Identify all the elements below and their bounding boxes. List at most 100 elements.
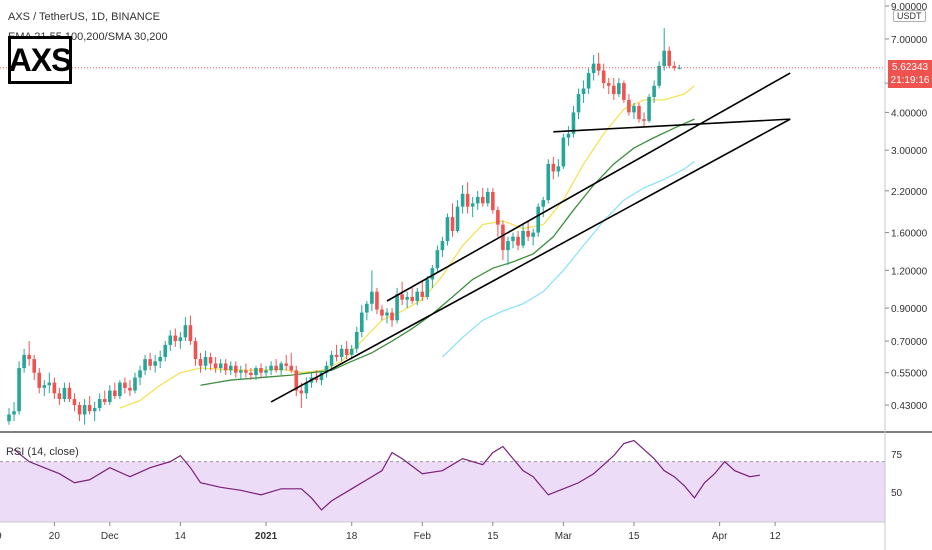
price-tick-label: 7.00000	[891, 35, 928, 46]
candle-body	[576, 94, 581, 113]
candle-body	[163, 344, 168, 357]
candle-body	[450, 217, 455, 231]
candle-body	[354, 332, 359, 349]
candle-body	[269, 365, 273, 371]
candle-body	[677, 67, 682, 69]
candle-body	[521, 230, 525, 246]
price-tick-label: 4.00000	[891, 108, 928, 119]
candle-body	[561, 137, 566, 167]
trendlines	[270, 72, 791, 403]
candle-body	[77, 404, 82, 415]
candle-body	[370, 291, 374, 304]
candle-body	[491, 192, 495, 211]
candle-body	[62, 387, 67, 400]
candle-body	[415, 291, 420, 301]
trendline-channel-lower	[270, 118, 791, 403]
candle-body	[475, 196, 480, 204]
candle-body	[627, 99, 631, 113]
candle-body	[365, 303, 369, 313]
candle-body	[349, 348, 354, 355]
candle-body	[637, 105, 641, 120]
candle-body	[581, 88, 586, 95]
price-tick-label: 1.60000	[891, 229, 928, 240]
candle-body	[319, 372, 324, 381]
candle-body	[52, 382, 57, 394]
candle-body	[440, 241, 445, 251]
candle-body	[17, 368, 21, 412]
candle-body	[249, 372, 253, 376]
candle-body	[606, 83, 611, 86]
candle-body	[168, 335, 173, 345]
candle-body	[541, 200, 546, 207]
candle-body	[42, 385, 47, 388]
candle-body	[672, 65, 677, 68]
candle-body	[334, 354, 339, 357]
rsi-label: RSI (14, close)	[6, 446, 79, 458]
candle-body	[299, 390, 304, 394]
logo-text: AXS	[8, 41, 73, 78]
candle-body	[430, 268, 435, 280]
candle-body	[193, 341, 198, 360]
candle-body	[596, 63, 601, 71]
time-tick-label: 14	[175, 531, 187, 542]
candle-body	[113, 390, 117, 397]
candle-body	[531, 232, 535, 237]
candle-body	[82, 404, 87, 415]
candle-body	[400, 294, 404, 300]
candle-body	[546, 163, 551, 201]
time-tick-label: Apr	[712, 531, 728, 542]
candle-body	[339, 348, 344, 357]
price-tick-label: 0.43000	[891, 401, 928, 412]
price-tick-label: 2.20000	[891, 187, 928, 198]
trendline-horizontal-support	[553, 118, 791, 133]
ema-line-ema55	[200, 118, 695, 386]
candle-body	[445, 217, 450, 242]
time-tick-label: 2021	[255, 531, 278, 542]
price-tick-label: 1.20000	[891, 266, 928, 277]
candle-body	[612, 85, 616, 95]
currency-selector[interactable]: USDT	[893, 10, 926, 22]
candle-body	[314, 377, 319, 381]
candle-body	[586, 73, 591, 89]
candle-body	[647, 96, 651, 121]
time-tick-label: Feb	[414, 531, 432, 542]
candle-body	[536, 206, 540, 233]
candle-body	[395, 294, 399, 321]
candle-body	[455, 206, 460, 231]
candle-body	[97, 399, 102, 409]
candle-body	[486, 192, 490, 204]
rsi-tick-label: 50	[891, 488, 903, 499]
price-tick-label: 0.90000	[891, 304, 928, 315]
candle-body	[601, 70, 606, 84]
candle-body	[591, 63, 596, 74]
candle-body	[148, 359, 152, 366]
candle-body	[465, 193, 470, 207]
candle-body	[425, 279, 430, 297]
candle-body	[622, 83, 626, 100]
candle-body	[304, 382, 309, 394]
candle-body	[7, 414, 11, 422]
candle-body	[67, 387, 72, 400]
candle-body	[92, 408, 97, 412]
candle-body	[642, 119, 646, 121]
candle-body	[183, 325, 188, 338]
candle-body	[506, 241, 510, 251]
candle-body	[496, 210, 500, 225]
time-tick-label: 12	[770, 531, 782, 542]
candle-body	[410, 296, 414, 301]
candle-body	[617, 83, 621, 95]
trendline-channel-upper	[386, 72, 791, 302]
candle-body	[264, 370, 268, 373]
candle-body	[344, 348, 349, 355]
candle-body	[420, 291, 425, 297]
bar-countdown: 21:19:16	[890, 74, 930, 86]
candle-body	[501, 224, 505, 251]
candle-body	[274, 365, 278, 371]
candle-body	[102, 399, 107, 402]
time-tick-label: 20	[49, 531, 61, 542]
candle-body	[203, 356, 208, 366]
candle-body	[228, 365, 233, 371]
candle-body	[470, 203, 475, 207]
last-price-tag: 5.62343 21:19:16	[888, 59, 932, 88]
